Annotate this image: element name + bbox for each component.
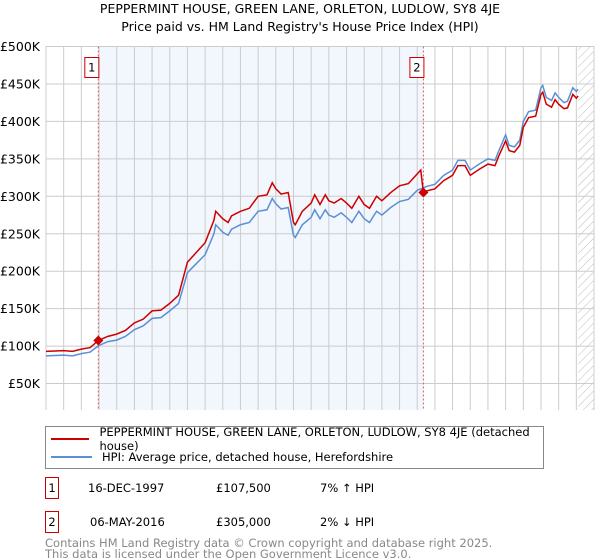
sale-label-box: [84, 57, 100, 78]
y-tick-label: £200K: [0, 264, 41, 279]
y-tick-label: £350K: [0, 151, 41, 166]
chart-title: PEPPERMINT HOUSE, GREEN LANE, ORLETON, L…: [99, 1, 501, 16]
sale-hpi-diff: 7% ↑ HPI: [320, 481, 375, 495]
hatched-region: [578, 46, 594, 410]
series-line: [45, 90, 579, 353]
legend: PEPPERMINT HOUSE, GREEN LANE, ORLETON, L…: [45, 425, 544, 469]
sale-date: 06-MAY-2016: [90, 515, 165, 529]
shaded-ownership-period: [98, 46, 424, 410]
plot-frame: [45, 46, 595, 410]
y-tick-label: £400K: [0, 114, 41, 129]
y-tick-label: £50K: [8, 376, 41, 391]
legend-item-hpi: HPI: Average price, detached house, Here…: [51, 449, 393, 465]
legend-swatch-blue: [51, 456, 92, 458]
y-tick-label: £250K: [0, 226, 41, 241]
sale-hpi-diff: 2% ↓ HPI: [320, 515, 375, 529]
sale-point-marker: [93, 335, 104, 346]
footer-licence: This data is licensed under the Open Gov…: [45, 547, 412, 560]
sale-marker-box: 1: [45, 477, 59, 499]
sale-date: 16-DEC-1997: [88, 481, 165, 495]
sale-point-marker: [418, 187, 429, 198]
sale-price: £305,000: [216, 515, 271, 529]
sale-label: 1: [88, 61, 95, 75]
sale-label: 2: [413, 61, 420, 75]
legend-swatch-red: [51, 438, 90, 440]
sale-label-box: [409, 57, 425, 78]
y-tick-label: £500K: [0, 39, 41, 54]
y-tick-label: £300K: [0, 189, 41, 204]
legend-label: HPI: Average price, detached house, Here…: [102, 450, 394, 464]
sale-price: £107,500: [216, 481, 271, 495]
footer-copyright: Contains HM Land Registry data © Crown c…: [45, 536, 493, 550]
sale-marker-box: 2: [45, 511, 59, 533]
y-tick-label: £100K: [0, 339, 41, 354]
legend-item-property: PEPPERMINT HOUSE, GREEN LANE, ORLETON, L…: [51, 425, 543, 453]
series-line: [45, 83, 579, 357]
legend-label: PEPPERMINT HOUSE, GREEN LANE, ORLETON, L…: [99, 425, 530, 453]
y-tick-label: £450K: [0, 76, 41, 91]
price-chart: 1995199619971998199920002001200220032004…: [0, 39, 595, 410]
y-tick-label: £150K: [0, 301, 41, 316]
footer: Contains HM Land Registry data © Crown c…: [45, 536, 493, 560]
chart-subtitle: Price paid vs. HM Land Registry's House …: [121, 19, 479, 34]
